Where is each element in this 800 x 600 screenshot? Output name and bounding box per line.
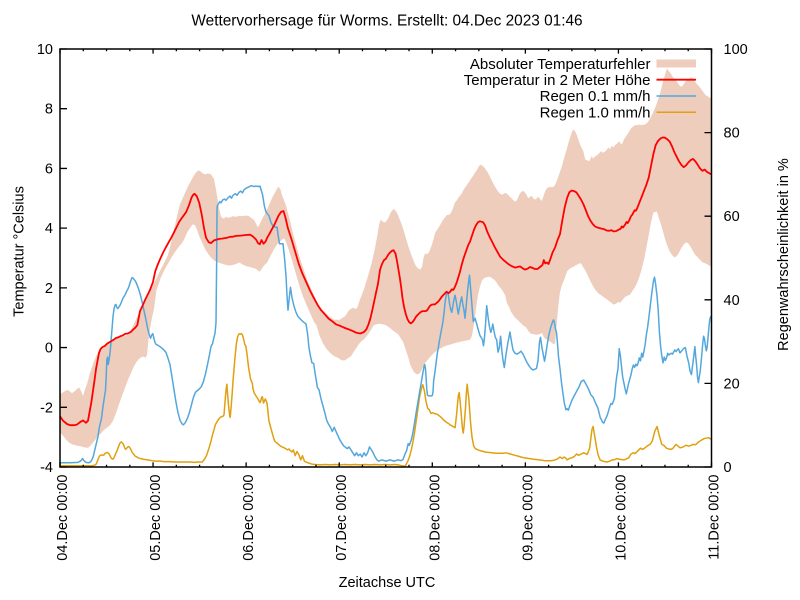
svg-text:4: 4 [45, 221, 53, 237]
svg-text:60: 60 [724, 209, 740, 225]
svg-text:11.Dec 00:00: 11.Dec 00:00 [707, 475, 723, 560]
svg-text:05.Dec 00:00: 05.Dec 00:00 [148, 475, 164, 561]
svg-text:09.Dec 00:00: 09.Dec 00:00 [520, 475, 536, 561]
svg-text:Zeitachse UTC: Zeitachse UTC [339, 575, 436, 591]
svg-text:Temperatur in 2 Meter Höhe: Temperatur in 2 Meter Höhe [464, 72, 651, 89]
svg-text:Temperatur °Celsius: Temperatur °Celsius [12, 186, 28, 317]
svg-text:-4: -4 [40, 460, 53, 476]
svg-text:0: 0 [45, 341, 53, 357]
svg-text:80: 80 [724, 126, 740, 142]
svg-text:06.Dec 00:00: 06.Dec 00:00 [241, 475, 257, 561]
svg-text:04.Dec 00:00: 04.Dec 00:00 [55, 475, 71, 561]
svg-text:08.Dec 00:00: 08.Dec 00:00 [427, 475, 443, 561]
svg-text:8: 8 [45, 102, 53, 118]
svg-text:2: 2 [45, 281, 53, 297]
svg-text:0: 0 [724, 460, 732, 476]
svg-text:10: 10 [37, 42, 53, 58]
svg-text:100: 100 [724, 42, 748, 58]
svg-text:6: 6 [45, 161, 53, 177]
svg-text:40: 40 [724, 293, 740, 309]
svg-text:Regenwahrscheinlichkeit in %: Regenwahrscheinlichkeit in % [776, 158, 792, 351]
svg-text:Absoluter Temperaturfehler: Absoluter Temperaturfehler [470, 56, 651, 73]
svg-text:-2: -2 [40, 400, 53, 416]
svg-text:20: 20 [724, 376, 740, 392]
svg-text:Wettervorhersage für Worms. Er: Wettervorhersage für Worms. Erstellt: 04… [191, 13, 582, 30]
svg-text:Regen 0.1 mm/h: Regen 0.1 mm/h [540, 88, 651, 105]
svg-text:10.Dec 00:00: 10.Dec 00:00 [613, 475, 629, 561]
svg-text:07.Dec 00:00: 07.Dec 00:00 [334, 475, 350, 561]
svg-text:Regen 1.0 mm/h: Regen 1.0 mm/h [540, 104, 651, 121]
